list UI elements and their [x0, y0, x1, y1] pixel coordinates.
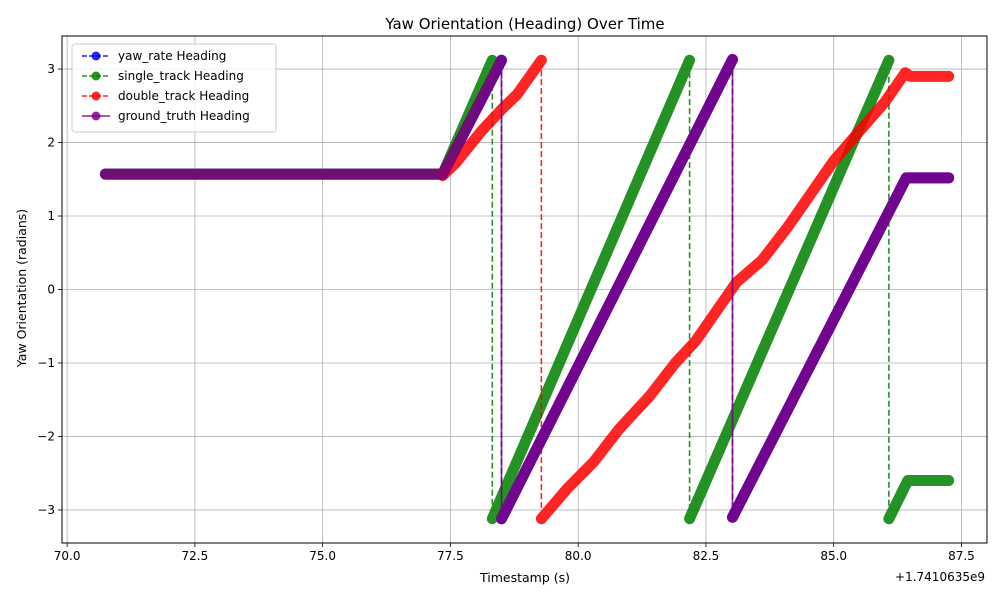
legend-label: ground_truth Heading	[118, 109, 250, 123]
legend-label: yaw_rate Heading	[118, 49, 226, 63]
x-tick-label: 75.0	[309, 549, 336, 563]
series-line	[105, 59, 949, 520]
x-tick-label: 80.0	[565, 549, 592, 563]
y-tick-label: 1	[47, 209, 55, 223]
series-ground-truth-heading	[99, 54, 955, 525]
y-tick-label: −3	[37, 503, 55, 517]
y-tick-label: −1	[37, 356, 55, 370]
series-marker-band	[535, 67, 955, 525]
legend-item: ground_truth Heading	[82, 109, 250, 123]
plot-series	[99, 54, 955, 525]
x-axis-offset-label: +1.7410635e9	[895, 570, 985, 584]
legend-swatch-marker	[91, 111, 101, 121]
legend-label: single_track Heading	[118, 69, 244, 83]
legend: yaw_rate Heading single_track Heading doub…	[71, 43, 277, 133]
series-marker-band	[883, 475, 955, 525]
y-tick-label: 0	[47, 283, 55, 297]
legend-swatch-marker	[91, 51, 101, 61]
legend-box	[71, 43, 277, 133]
x-axis-title: Timestamp (s)	[479, 570, 570, 585]
legend-swatch-marker	[91, 71, 101, 81]
legend-item: double_track Heading	[82, 89, 249, 103]
x-tick-label: 85.0	[820, 549, 847, 563]
y-tick-label: 2	[47, 136, 55, 150]
x-tick-label: 82.5	[693, 549, 720, 563]
x-tick-label: 87.5	[948, 549, 975, 563]
x-tick-label: 72.5	[182, 549, 209, 563]
axis-ticks: 70.0 72.5 75.0 77.5 80.0 82.5 85.0 87.5 −3 −2 −1 0 1…	[37, 62, 975, 563]
legend-item: yaw_rate Heading	[82, 49, 226, 63]
legend-swatch-marker	[91, 91, 101, 101]
x-tick-label: 70.0	[54, 549, 81, 563]
y-axis-title: Yaw Orientation (radians)	[14, 209, 29, 368]
x-tick-label: 77.5	[437, 549, 464, 563]
legend-label: double_track Heading	[118, 89, 249, 103]
chart-title: Yaw Orientation (Heading) Over Time	[384, 15, 664, 33]
y-tick-label: −2	[37, 429, 55, 443]
y-tick-label: 3	[47, 62, 55, 76]
series-line	[442, 57, 949, 521]
legend-item: single_track Heading	[82, 69, 244, 83]
